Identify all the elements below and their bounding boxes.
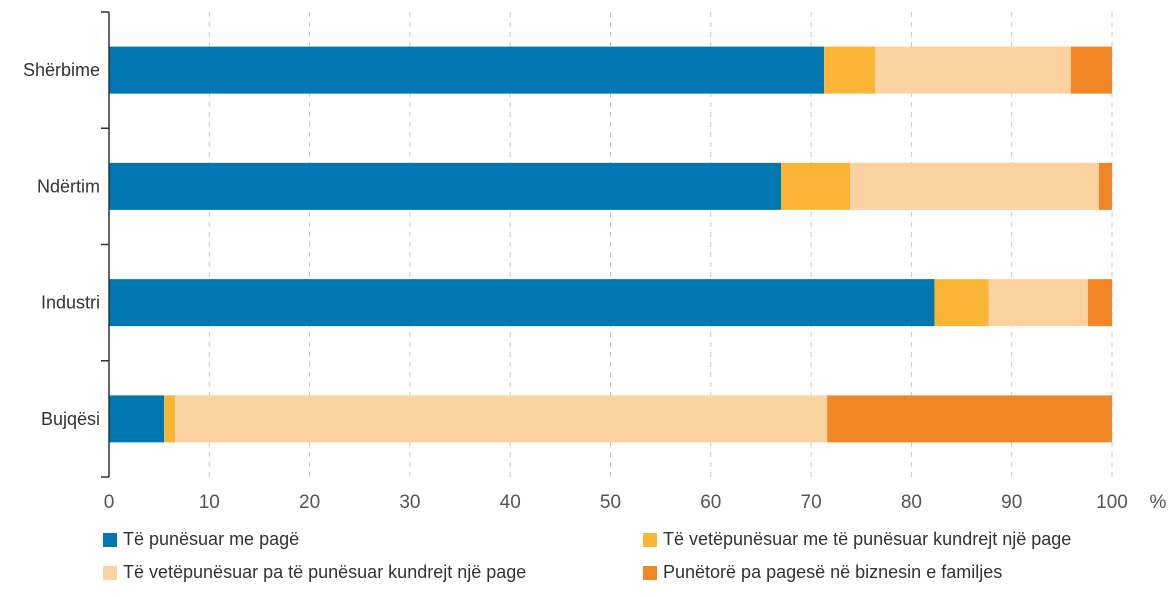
bar-segment xyxy=(781,162,851,210)
y-tick-label: Shërbime xyxy=(23,60,100,80)
legend-item: Të vetëpunësuar pa të punësuar kundrejt … xyxy=(103,562,526,583)
x-tick-label: 80 xyxy=(901,492,922,513)
bar-segment xyxy=(109,162,782,210)
legend-item: Të vetëpunësuar me të punësuar kundrejt … xyxy=(643,529,1071,550)
legend-swatch xyxy=(103,565,117,580)
x-tick-label: 50 xyxy=(600,492,621,513)
bar-segment xyxy=(824,46,876,94)
legend-swatch xyxy=(643,565,657,580)
legend-swatch xyxy=(643,532,657,547)
bar-segment xyxy=(988,279,1088,327)
x-axis-unit: % xyxy=(1150,492,1167,513)
bar-segment xyxy=(850,162,1099,210)
y-tick-label: Ndërtim xyxy=(37,176,100,196)
x-tick-label: 60 xyxy=(700,492,721,513)
bar-segment xyxy=(875,46,1071,94)
x-tick-label: 40 xyxy=(500,492,521,513)
legend-label: Të vetëpunësuar pa të punësuar kundrejt … xyxy=(123,562,527,582)
tick-labels: % Shërbime Ndërtim Industri Bujqësi 0 10 20 30 4… xyxy=(23,60,1167,513)
x-tick-label: 30 xyxy=(399,492,420,513)
x-tick-label: 100 xyxy=(1096,492,1128,513)
bar-segment xyxy=(109,279,935,327)
bar-segment xyxy=(175,395,828,443)
legend-item: Punëtorë pa pagesë në biznesin e familje… xyxy=(643,562,1002,583)
axes xyxy=(101,11,110,478)
bar-segment xyxy=(109,395,165,443)
x-tick-label: 70 xyxy=(801,492,822,513)
y-tick-label: Industri xyxy=(41,293,100,313)
legend-label: Punëtorë pa pagesë në biznesin e familje… xyxy=(663,562,1003,582)
bar-segment xyxy=(164,395,176,443)
legend-label: Të vetëpunësuar me të punësuar kundrejt … xyxy=(663,529,1072,549)
bar-segment xyxy=(109,46,825,94)
x-tick-label: 90 xyxy=(1001,492,1022,513)
bar-segment xyxy=(934,279,989,327)
legend-item: Të punësuar me pagë xyxy=(103,529,299,550)
bar-segment xyxy=(1070,46,1112,94)
legend-swatch xyxy=(103,532,117,547)
y-tick-label: Bujqësi xyxy=(41,409,100,429)
bars xyxy=(109,46,1112,443)
bar-segment xyxy=(1098,162,1112,210)
gridlines xyxy=(208,12,1113,477)
bar-segment xyxy=(1087,279,1112,327)
x-tick-label: 20 xyxy=(299,492,320,513)
bar-segment xyxy=(827,395,1112,443)
x-tick-label: 10 xyxy=(199,492,220,513)
legend-label: Të punësuar me pagë xyxy=(123,529,300,549)
x-tick-label: 0 xyxy=(104,492,115,513)
